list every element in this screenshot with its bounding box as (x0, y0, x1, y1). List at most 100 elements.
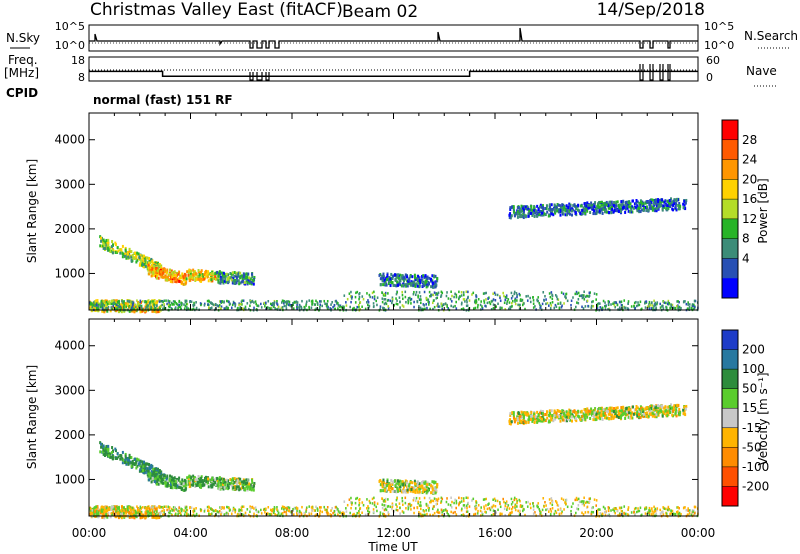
power-cell (428, 276, 431, 280)
velocity-cell (151, 476, 154, 480)
power-cell (277, 305, 280, 309)
power-cell (408, 296, 411, 300)
power-cell (396, 303, 399, 306)
velocity-cell (389, 485, 392, 489)
power-cell (381, 279, 384, 283)
power-cell (185, 277, 188, 281)
velocity-cell (318, 506, 321, 509)
velocity-cell (655, 413, 658, 417)
power-cell (145, 263, 148, 267)
power-cell (121, 255, 124, 259)
velocity-cell (638, 414, 641, 418)
velocity-cell (163, 474, 166, 478)
velocity-cell (544, 419, 547, 423)
velocity-cell (115, 515, 118, 519)
velocity-cell (172, 479, 175, 483)
velocity-cell (638, 416, 641, 420)
velocity-cell (424, 480, 427, 484)
power-cell (285, 307, 288, 310)
power-cell (337, 302, 339, 305)
power-cell (434, 285, 437, 289)
power-cell (168, 300, 171, 303)
power-cell (145, 256, 148, 260)
velocity-cell (627, 407, 630, 411)
power-cell (128, 309, 131, 313)
power-cell (572, 204, 575, 208)
power-cell (105, 303, 108, 307)
velocity-cell (582, 412, 585, 416)
velocity-cell (558, 415, 561, 419)
velocity-cell (179, 480, 182, 484)
velocity-cell (381, 506, 384, 510)
velocity-cell (611, 413, 614, 417)
power-cell (265, 301, 267, 305)
velocity-cell (519, 414, 522, 418)
velocity-cell (319, 509, 322, 513)
velocity-cell (418, 485, 421, 489)
velocity-cell (166, 482, 169, 486)
power-cell (481, 307, 484, 310)
power-cell (533, 206, 536, 210)
velocity-cell (422, 490, 425, 494)
power-cell (358, 305, 360, 309)
velocity-cell (399, 479, 402, 483)
power-cell (693, 299, 696, 303)
velocity-cell (580, 418, 583, 422)
power-cell (156, 274, 159, 278)
power-cell (625, 200, 628, 204)
power-cell (133, 305, 136, 309)
velocity-cell (232, 482, 235, 486)
velocity-cell (545, 410, 548, 414)
power-cell (147, 304, 150, 307)
power-cell (687, 301, 689, 304)
power-cell (576, 292, 578, 296)
power-cell (106, 246, 109, 250)
power-cell (112, 299, 114, 303)
power-cell (186, 306, 188, 309)
velocity-cell (207, 509, 209, 512)
power-cell (670, 305, 673, 308)
power-cell (154, 302, 157, 306)
power-cell (149, 261, 152, 265)
power-cell (596, 302, 599, 306)
velocity-cell (588, 412, 591, 416)
power-cell (410, 280, 413, 284)
power-cell (605, 210, 608, 214)
velocity-cell (401, 480, 404, 484)
power-cell (385, 302, 388, 306)
power-cell (89, 307, 92, 311)
power-cell (450, 300, 453, 303)
velocity-cell (155, 516, 158, 520)
velocity-cell (577, 503, 580, 507)
velocity-cell (461, 507, 463, 511)
power-cell (418, 281, 421, 285)
power-cell (253, 275, 256, 279)
power-cell (407, 301, 410, 305)
power-cell (553, 207, 556, 211)
power-cell (146, 256, 149, 260)
power-cell (537, 208, 540, 212)
power-cell (682, 206, 685, 210)
power-cell (510, 205, 513, 209)
velocity-cell (425, 485, 428, 489)
velocity-cell (159, 510, 162, 514)
power-cell (687, 307, 689, 310)
velocity-cell (102, 508, 104, 512)
power-cell (206, 299, 209, 303)
power-cell (186, 270, 189, 274)
velocity-cell (103, 449, 106, 453)
velocity-cell (118, 505, 120, 509)
velocity-cell (397, 480, 400, 484)
power-cell (474, 306, 477, 310)
velocity-cell (416, 490, 419, 494)
power-cell (517, 206, 520, 210)
power-cell (419, 306, 422, 310)
power-cell (106, 302, 109, 306)
power-cell (562, 212, 565, 216)
power-cell (409, 298, 412, 302)
velocity-cell (182, 482, 185, 486)
power-cell (620, 200, 623, 204)
power-cell (613, 301, 616, 304)
power-cell (626, 307, 629, 310)
power-cell (599, 211, 602, 215)
